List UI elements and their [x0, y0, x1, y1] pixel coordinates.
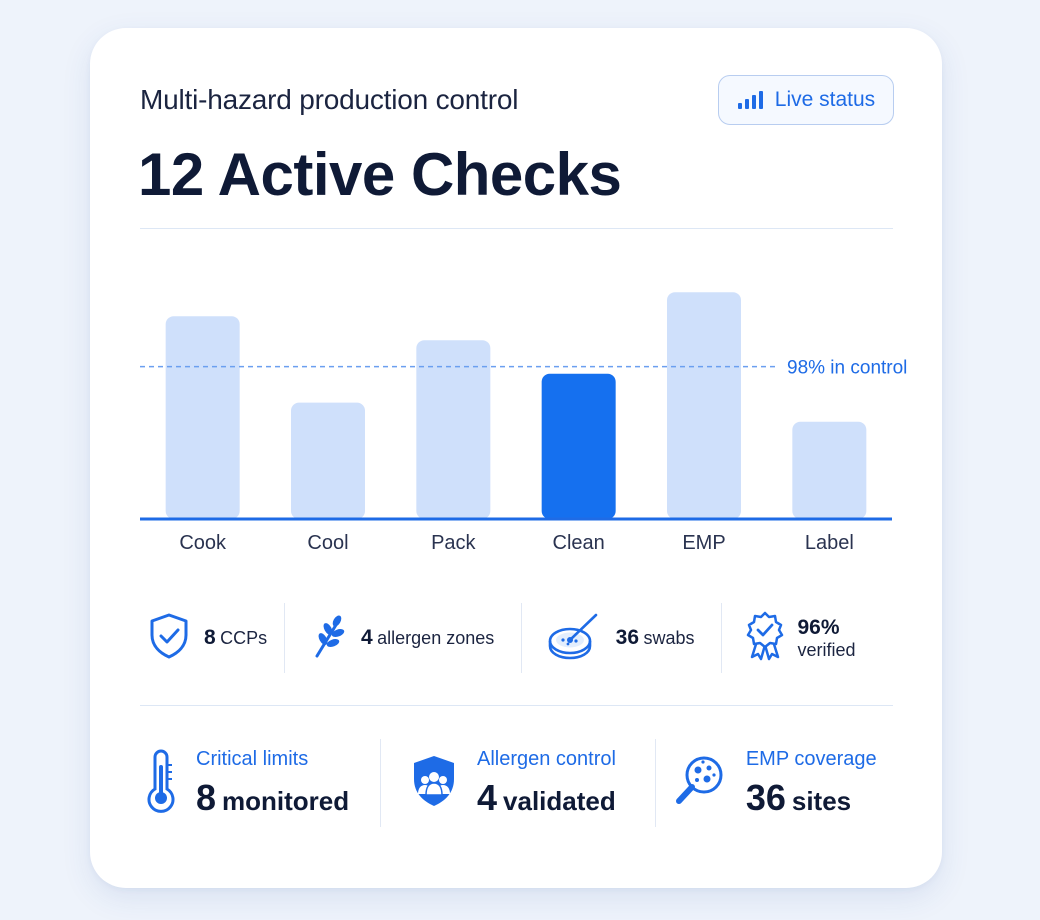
wheat-icon	[309, 612, 349, 665]
pill-verified: 96% verified	[722, 600, 901, 676]
pill-label: CCPs	[220, 628, 268, 648]
stat-allergen-control: Allergen control 4 validated	[381, 748, 655, 819]
pill-label: verified	[797, 639, 856, 660]
stat-separator	[380, 739, 381, 827]
reference-line-label: 98% in control	[787, 358, 907, 379]
magnifier-microbes-icon	[674, 753, 728, 814]
x-tick-label: Cool	[307, 532, 348, 554]
shield-check-icon	[146, 612, 192, 665]
stat-unit: sites	[791, 785, 852, 816]
pills-divider	[140, 705, 893, 706]
stat-label: Critical limits	[196, 747, 309, 770]
signal-bars-icon	[737, 90, 763, 110]
petri-dish-swab-icon	[546, 611, 604, 666]
stat-value: 36	[745, 776, 786, 818]
checks-bar-chart: Cook Cool Pack Clean EMP Label 98% in control	[135, 263, 935, 563]
stat-unit: validated	[503, 785, 616, 816]
header-divider	[140, 228, 893, 229]
pill-swabs: 36 swabs	[522, 600, 721, 676]
live-status-label: Live status	[774, 88, 876, 111]
pill-label: allergen zones	[377, 628, 495, 648]
stat-value: 8	[196, 776, 217, 818]
bar-cool	[291, 402, 365, 519]
x-tick-label: Clean	[553, 532, 605, 554]
production-control-card: Multi-hazard production control 12 Activ…	[90, 28, 942, 888]
verified-badge-icon	[744, 611, 786, 666]
bar-label	[792, 421, 867, 519]
stat-separator	[654, 739, 656, 827]
stats-row: Critical limits 8 monitored Allergen cont…	[140, 738, 900, 828]
summary-pills-row: 8 CCPs 4 allergen zones	[140, 600, 900, 676]
stat-value: 4	[477, 776, 498, 818]
bar-cook	[165, 316, 240, 519]
pill-value: 36	[615, 626, 640, 649]
pill-value: 96%	[797, 615, 840, 639]
bar-clean	[541, 373, 616, 519]
thermometer-icon	[144, 749, 178, 818]
stat-label: Allergen control	[477, 747, 616, 770]
active-checks-headline: 12 Active Checks	[138, 141, 622, 208]
pill-ccps: 8 CCPs	[140, 600, 284, 676]
pill-value: 8	[204, 626, 216, 649]
bar-pack	[416, 340, 491, 519]
stat-critical-limits: Critical limits 8 monitored	[140, 748, 380, 819]
pill-separator	[720, 603, 722, 673]
stat-unit: monitored	[222, 785, 350, 816]
x-tick-label: EMP	[682, 532, 725, 554]
people-shield-icon	[409, 753, 459, 814]
x-tick-label: Label	[805, 532, 854, 554]
card-subtitle: Multi-hazard production control	[140, 84, 519, 115]
pill-allergen-zones: 4 allergen zones	[285, 600, 521, 676]
stat-emp-coverage: EMP coverage 36 sites	[656, 748, 900, 819]
pill-value: 4	[361, 626, 373, 649]
pill-label: swabs	[643, 628, 695, 648]
pill-separator	[284, 603, 286, 673]
bar-emp	[667, 292, 741, 519]
stat-label: EMP coverage	[745, 747, 877, 770]
x-tick-label: Cook	[179, 532, 227, 554]
x-tick-label: Pack	[431, 532, 476, 554]
pill-separator	[520, 603, 522, 673]
live-status-button[interactable]: Live status	[718, 75, 894, 125]
